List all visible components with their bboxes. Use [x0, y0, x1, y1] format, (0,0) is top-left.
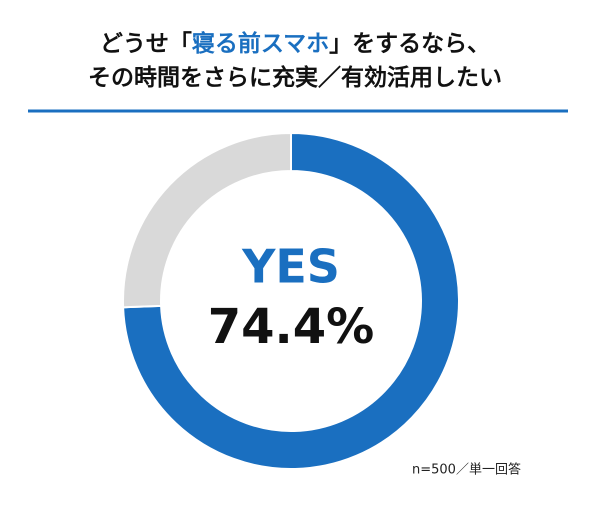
title-segment: その時間をさらに充実／有効活用したい: [88, 64, 502, 91]
center-category: YES: [241, 240, 340, 294]
center-value: 74.4%: [208, 299, 375, 355]
title-segment: 」をするなら、: [329, 31, 490, 57]
chart-title: その時間をさらに充実／有効活用したい: [88, 64, 502, 91]
donut-slice: [122, 131, 292, 309]
donut-slice: [122, 131, 460, 470]
title-segment: どうせ「: [100, 31, 192, 57]
title-segment: 寝る前スマホ: [192, 30, 329, 57]
note: n=500／単一回答: [412, 462, 521, 478]
chart-title: どうせ「寝る前スマホ」をするなら、: [100, 30, 490, 57]
